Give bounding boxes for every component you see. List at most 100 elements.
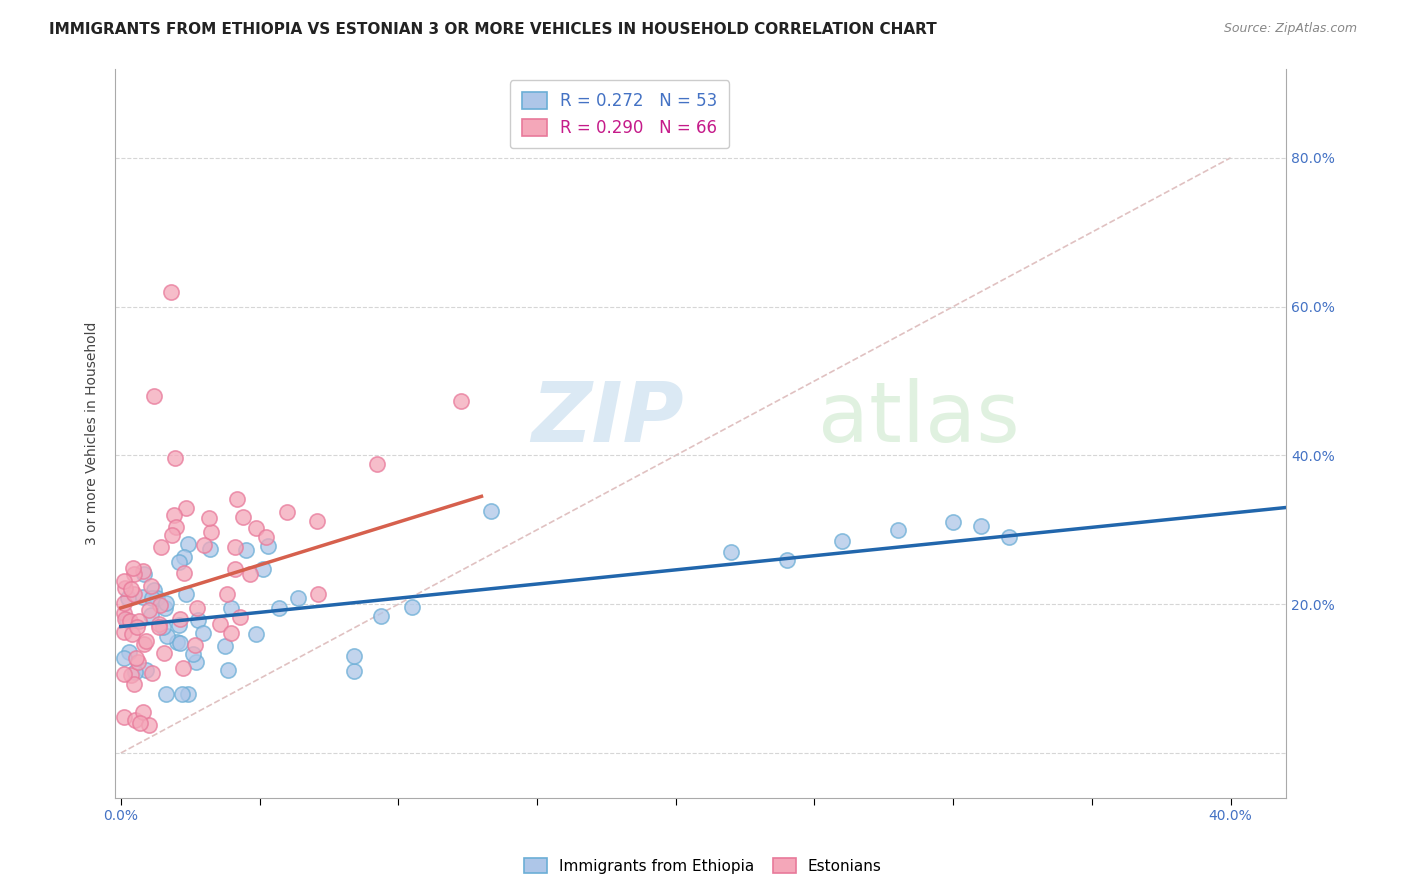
Point [153,646,176,660]
Point [165,520,187,534]
Point [720,545,742,559]
Point [141,607,163,622]
Legend: Immigrants from Ethiopia, Estonians: Immigrants from Ethiopia, Estonians [517,852,889,880]
Point [143,389,166,403]
Point [121,626,143,640]
Point [177,537,200,551]
Point [132,590,155,604]
Point [120,582,142,596]
Point [152,620,174,634]
Point [287,591,309,606]
Point [252,562,274,576]
Point [942,516,965,530]
Point [163,451,186,466]
Point [479,504,502,518]
Point [150,541,173,555]
Point [124,665,146,680]
Point [132,705,155,719]
Point [120,667,142,681]
Point [229,610,252,624]
Point [112,667,135,681]
Point [117,613,139,627]
Point [276,505,298,519]
Point [169,612,191,626]
Point [217,663,239,677]
Point [112,574,135,588]
Point [224,562,246,576]
Point [122,566,145,581]
Point [128,614,150,628]
Point [141,591,163,605]
Point [172,661,194,675]
Point [112,606,135,620]
Point [122,677,145,691]
Point [200,524,222,539]
Point [239,566,262,581]
Point [162,508,184,523]
Text: IMMIGRANTS FROM ETHIOPIA VS ESTONIAN 3 OR MORE VEHICLES IN HOUSEHOLD CORRELATION: IMMIGRANTS FROM ETHIOPIA VS ESTONIAN 3 O… [49,22,936,37]
Point [343,664,366,678]
Point [170,686,193,700]
Point [886,523,908,537]
Point [226,491,249,506]
Point [305,514,328,528]
Point [208,617,231,632]
Point [343,648,366,663]
Point [235,542,257,557]
Point [224,540,246,554]
Point [127,655,149,669]
Point [124,713,146,727]
Point [117,591,139,605]
Point [127,619,149,633]
Point [141,666,163,681]
Point [148,620,170,634]
Point [176,587,198,601]
Point [141,579,163,593]
Point [245,627,267,641]
Point [219,601,242,615]
Point [169,636,191,650]
Point [184,638,207,652]
Point [129,716,152,731]
Point [366,458,388,472]
Point [122,561,145,575]
Point [450,394,472,409]
Point [221,626,243,640]
Point [997,530,1019,544]
Point [174,500,197,515]
Text: atlas: atlas [818,378,1019,459]
Point [112,710,135,724]
Point [134,567,156,582]
Point [135,634,157,648]
Point [193,538,215,552]
Point [166,634,188,648]
Point [117,645,139,659]
Point [831,533,853,548]
Point [198,542,221,557]
Point [114,581,136,595]
Point [153,600,176,615]
Point [198,511,221,525]
Point [155,686,177,700]
Point [245,521,267,535]
Point [186,600,208,615]
Point [401,600,423,615]
Point [307,587,329,601]
Point [162,528,184,542]
Point [114,612,136,626]
Point [232,509,254,524]
Point [214,639,236,653]
Point [148,598,170,612]
Point [167,617,190,632]
Point [155,596,177,610]
Point [184,655,207,669]
Point [138,718,160,732]
Y-axis label: 3 or more Vehicles in Household: 3 or more Vehicles in Household [86,321,100,545]
Point [112,650,135,665]
Point [267,600,290,615]
Point [120,614,142,628]
Point [173,566,195,580]
Point [173,550,195,565]
Point [970,519,993,533]
Point [142,583,165,598]
